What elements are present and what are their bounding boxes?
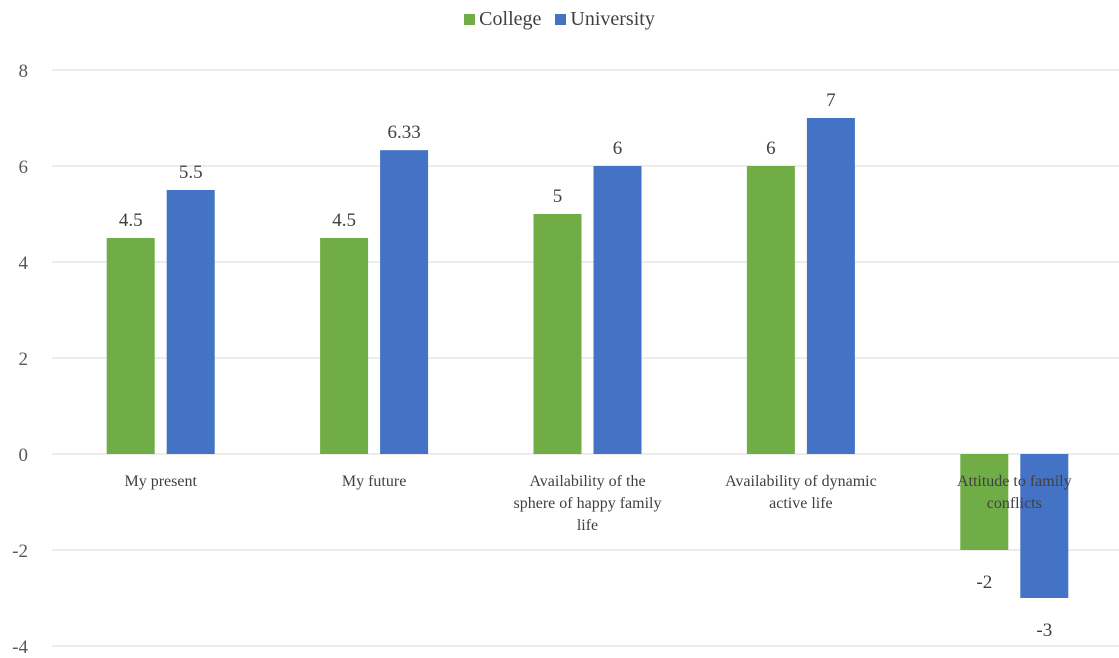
bar-college	[533, 214, 582, 454]
legend-swatch-university	[555, 14, 567, 25]
legend-item-university: University	[555, 8, 655, 31]
bar-college	[746, 166, 795, 454]
data-label: 6.33	[387, 122, 420, 143]
legend-label-college: College	[479, 8, 542, 30]
data-label: 5	[553, 186, 563, 207]
x-tick-label: Availability of dynamic active life	[725, 473, 877, 512]
data-label: 7	[826, 90, 836, 111]
bar-college	[106, 238, 155, 454]
data-label: 6	[766, 138, 776, 159]
y-tick-label: -4	[12, 637, 28, 658]
bar-college	[320, 238, 369, 454]
data-label: 6	[613, 138, 623, 159]
data-label: 4.5	[119, 210, 143, 231]
x-tick-label: Attitude to family conflicts	[957, 473, 1072, 512]
bar-university	[806, 118, 855, 454]
y-tick-label: 2	[19, 349, 29, 370]
y-tick-label: 4	[19, 253, 29, 274]
y-tick-label: 8	[19, 61, 29, 82]
bar-university	[380, 150, 429, 454]
bar-university	[1020, 454, 1069, 598]
y-tick-label: 6	[19, 157, 29, 178]
x-tick-label: My future	[342, 473, 406, 490]
data-label: 4.5	[332, 210, 356, 231]
data-label: -2	[976, 572, 992, 593]
y-tick-label: -2	[12, 541, 28, 562]
data-label: -3	[1036, 620, 1052, 641]
x-tick-label: My present	[124, 473, 197, 490]
legend: College University	[0, 8, 1119, 31]
legend-swatch-college	[464, 14, 476, 25]
legend-item-college: College	[464, 8, 541, 31]
legend-label-university: University	[570, 8, 655, 30]
y-tick-label: 0	[19, 445, 29, 466]
data-label: 5.5	[179, 162, 203, 183]
bar-university	[166, 190, 215, 454]
bar-university	[593, 166, 642, 454]
bar-college	[960, 454, 1009, 550]
x-tick-label: Availability of the sphere of happy famil…	[514, 473, 662, 534]
